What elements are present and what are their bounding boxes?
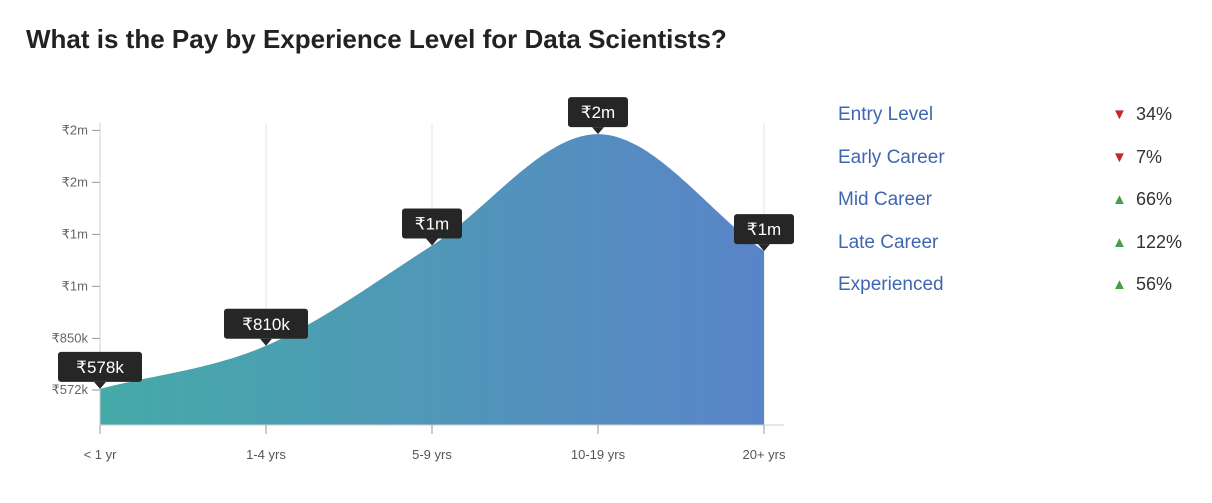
data-label-box <box>224 308 308 339</box>
y-tick-label: ₹850k <box>52 330 89 345</box>
legend-item-change: 7% <box>1136 146 1163 167</box>
data-label-pointer <box>260 338 272 346</box>
x-tick-label: 20+ yrs <box>743 447 786 462</box>
y-tick-label: ₹2m <box>62 122 88 137</box>
x-tick-label: 1-4 yrs <box>246 447 286 462</box>
data-label-text: ₹1m <box>415 215 449 234</box>
legend-item-change: 66% <box>1136 189 1173 209</box>
x-tick-label: < 1 yr <box>84 447 118 462</box>
data-label: ₹1m <box>402 208 462 246</box>
legend-item-label[interactable]: Early Career <box>838 146 945 168</box>
data-label-pointer <box>592 127 604 135</box>
data-label-pointer <box>758 244 770 252</box>
legend-item: Late Career ▲ 122% <box>838 228 1198 271</box>
x-tick-label: 10-19 yrs <box>571 447 626 462</box>
data-label-pointer <box>94 381 106 389</box>
data-label-box <box>734 214 794 245</box>
data-label: ₹1m <box>734 214 794 252</box>
arrow-up-icon: ▲ <box>1112 233 1127 251</box>
chart-title: What is the Pay by Experience Level for … <box>26 24 727 54</box>
arrow-down-icon: ▼ <box>1112 106 1127 123</box>
legend-item-label[interactable]: Late Career <box>838 231 939 253</box>
arrow-up-icon: ▲ <box>1112 191 1127 208</box>
pay-area-series <box>100 134 764 426</box>
data-label-box <box>58 351 142 382</box>
legend-item-change: 122% <box>1136 231 1183 252</box>
legend-item: Entry Level ▼ 34% <box>838 100 1198 143</box>
data-label: ₹578k <box>58 351 142 389</box>
legend-item: Experienced ▲ 56% <box>838 270 1198 313</box>
data-label-pointer <box>426 238 438 246</box>
data-label-box <box>568 97 628 128</box>
y-tick-label: ₹1m <box>62 278 88 293</box>
legend-item-change: 56% <box>1136 274 1173 294</box>
legend-item: Early Career ▼ 7% <box>838 143 1198 186</box>
y-tick-label: ₹2m <box>62 174 88 189</box>
legend-item: Mid Career ▲ 66% <box>838 185 1198 228</box>
y-tick-label: ₹572k <box>52 382 89 397</box>
legend-item-label[interactable]: Entry Level <box>838 104 934 125</box>
experience-legend: Entry Level ▼ 34% Early Career ▼ 7% Mid … <box>838 100 1198 313</box>
data-label: ₹810k <box>224 308 308 346</box>
data-label-text: ₹1m <box>747 220 781 239</box>
x-tick-label: 5-9 yrs <box>412 447 452 462</box>
data-label-box <box>402 208 462 239</box>
arrow-up-icon: ▲ <box>1112 276 1127 293</box>
data-label-text: ₹810k <box>242 315 290 334</box>
y-tick-label: ₹1m <box>62 226 88 241</box>
legend-item-change: 34% <box>1136 104 1173 124</box>
data-label: ₹2m <box>568 97 628 135</box>
data-label-text: ₹2m <box>581 103 615 122</box>
legend-item-label[interactable]: Experienced <box>838 274 944 295</box>
arrow-down-icon: ▼ <box>1112 148 1127 166</box>
data-label-text: ₹578k <box>76 358 124 377</box>
legend-item-label[interactable]: Mid Career <box>838 189 932 210</box>
